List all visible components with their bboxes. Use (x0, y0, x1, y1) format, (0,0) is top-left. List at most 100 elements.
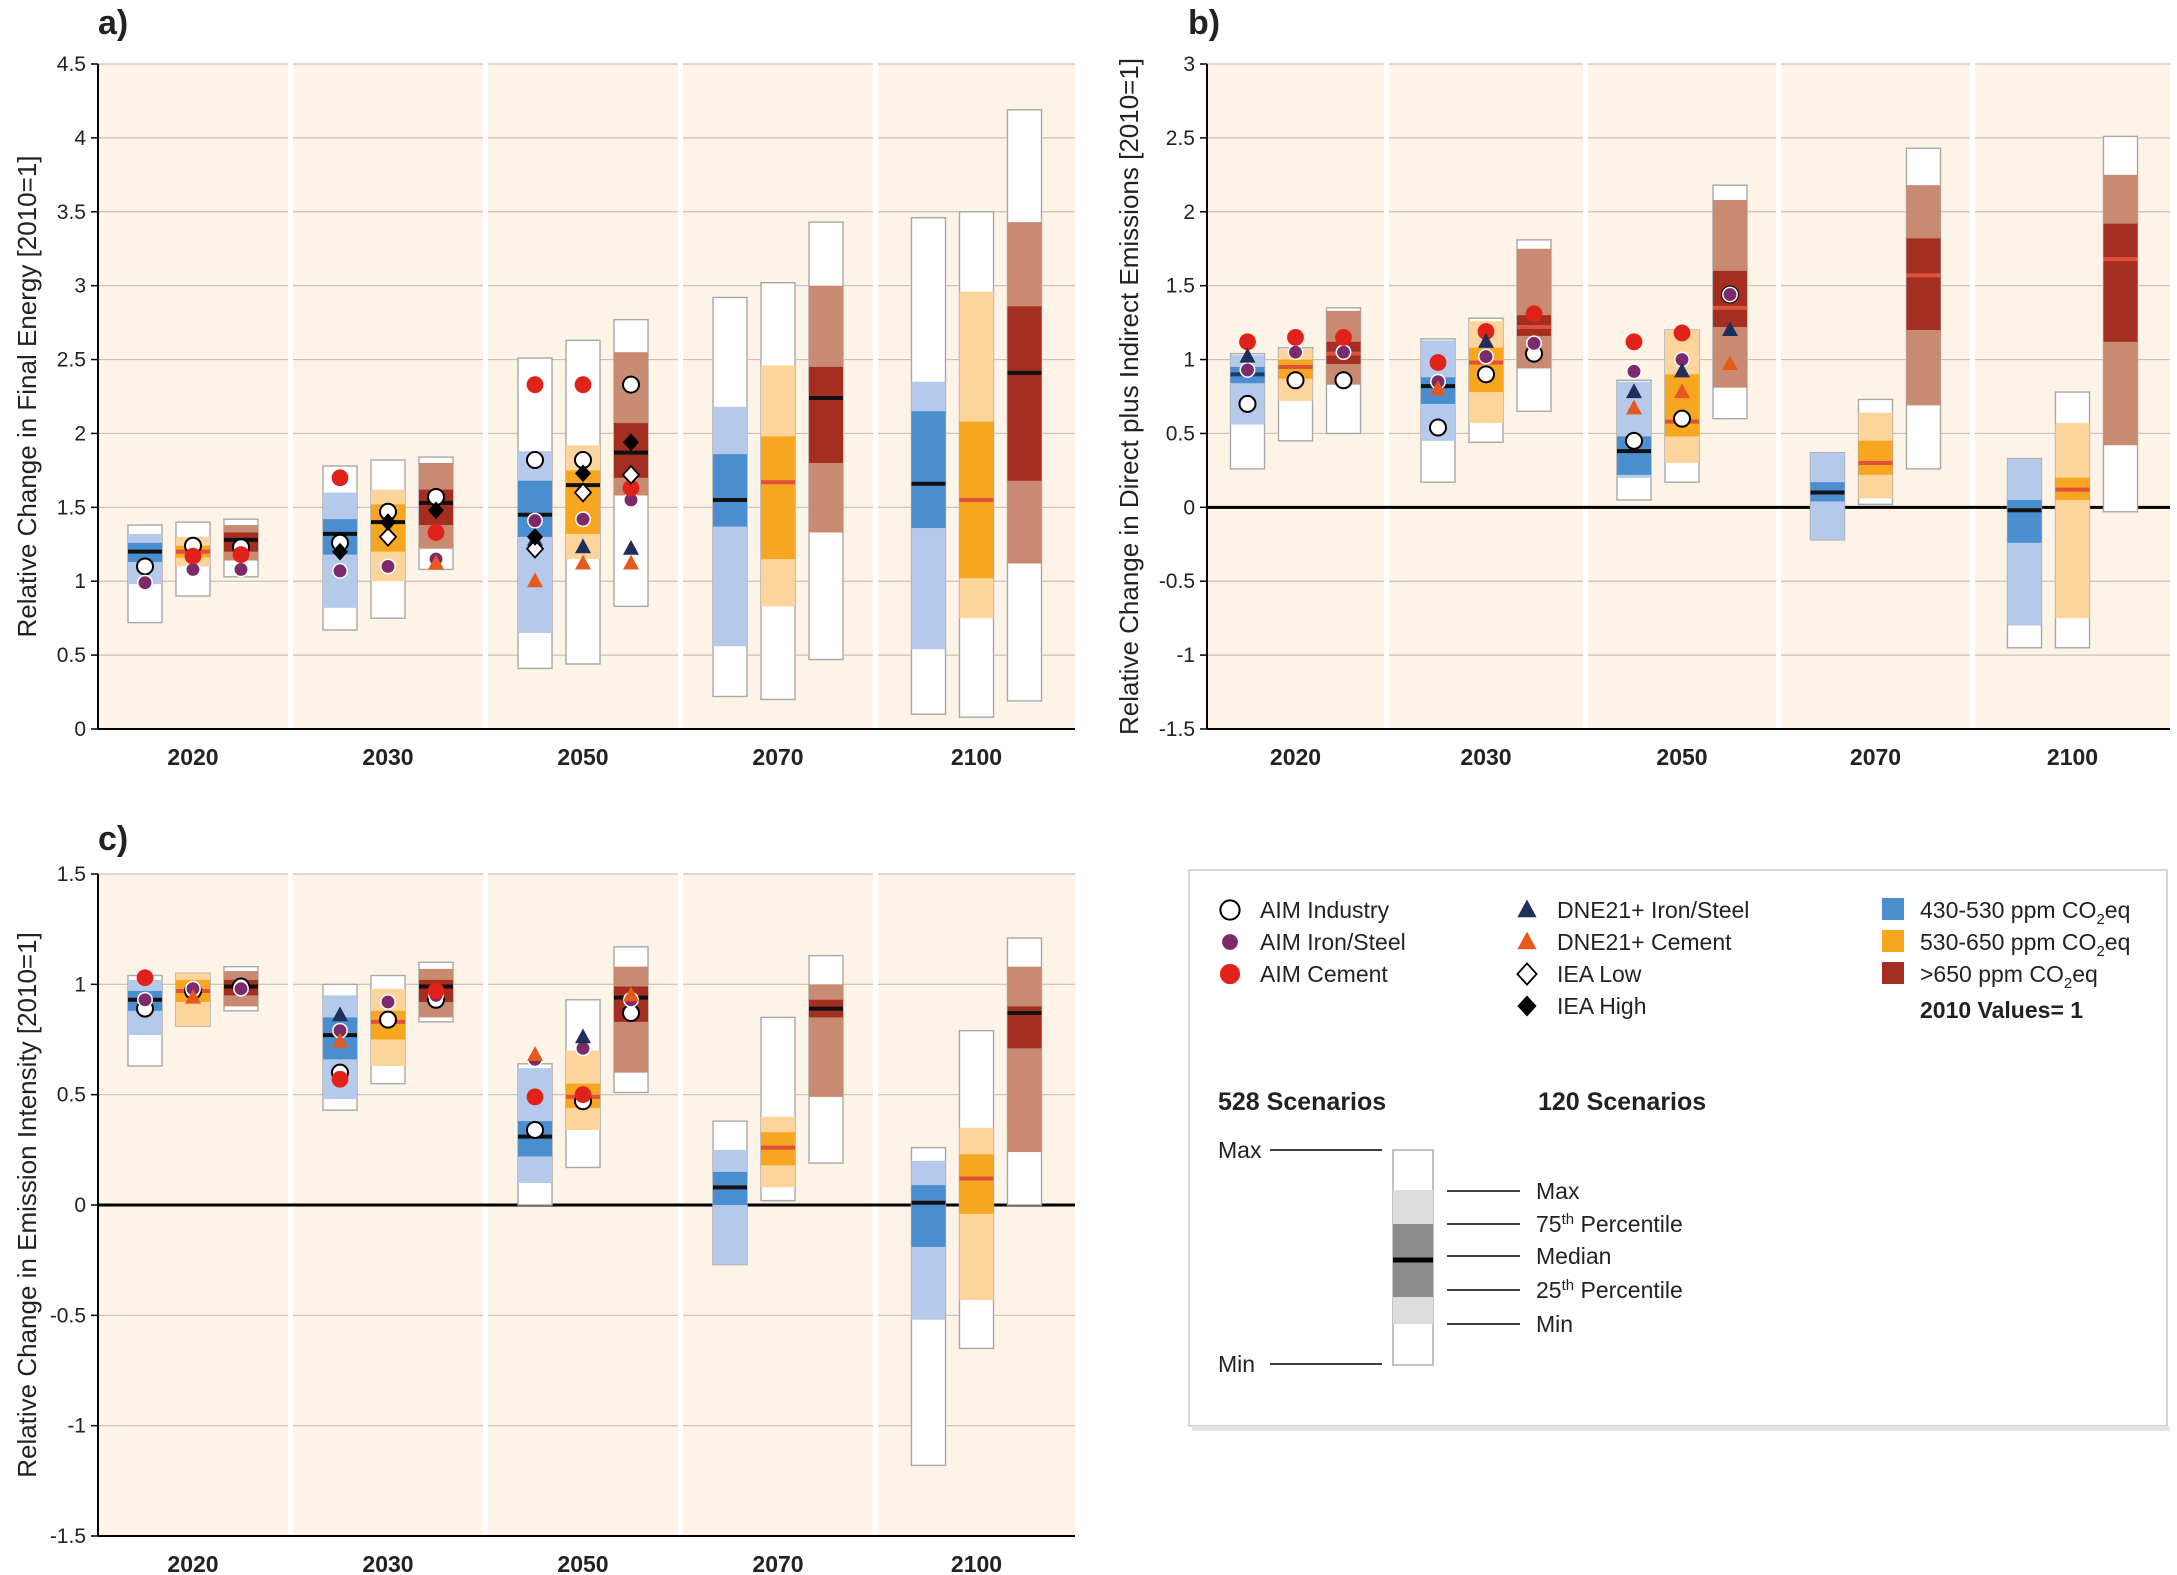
range-outer-percentile (713, 1149, 747, 1265)
marker-aim-cement (1239, 333, 1256, 351)
marker-dne21-cement (1626, 399, 1642, 415)
box-orange (1857, 398, 1894, 506)
marker-dne21-cement (527, 1046, 543, 1061)
marker-aim-cement (574, 376, 592, 394)
y-tick-label: 4 (74, 127, 86, 150)
box-orange (565, 999, 601, 1169)
box-blue (1809, 451, 1846, 541)
year-group-2100 (910, 937, 1043, 1467)
legend-label-orange-triangle: DNE21+ Cement (1557, 929, 1732, 955)
marker-aim-cement (331, 1070, 349, 1088)
marker-aim-cement (1429, 354, 1447, 371)
marker-dne21-iron-steel (1239, 347, 1256, 363)
panel-letter: b) (1188, 4, 1220, 42)
marker-dne21-cement (527, 572, 543, 588)
marker-aim-iron-steel (1526, 335, 1542, 352)
box-orange (958, 1029, 995, 1350)
y-tick-label: 2.5 (57, 349, 86, 372)
marker-aim-iron-steel (1287, 344, 1304, 361)
marker-dne21-cement (1674, 383, 1690, 399)
legend-frame (1188, 869, 2168, 1427)
legend-box: AIM Industry AIM Iron/Steel AIM Cement DNE2… (1188, 869, 2170, 1431)
marker-iea-high (527, 528, 543, 546)
box-blue (712, 1120, 748, 1266)
marker-aim-iron-steel (1239, 361, 1256, 378)
y-tick-label: 0.5 (57, 1084, 86, 1107)
marker-dne21-iron-steel (1626, 383, 1642, 399)
year-group-2030 (322, 961, 454, 1111)
legend-swatch (1882, 962, 1904, 984)
box-blue (2006, 457, 2043, 649)
x-category-label: 2030 (362, 744, 413, 770)
y-tick-label: 4.5 (57, 53, 86, 76)
panel-a: 0 0.5 1 1.5 2 2.5 3 3.5 4 4.5 Relative Change in F… (12, 4, 1075, 770)
x-category-label: 2030 (1460, 744, 1511, 770)
year-group-2070 (1809, 147, 1942, 541)
marker-aim-industry (1238, 394, 1257, 413)
range-outer-percentile (2055, 423, 2090, 619)
year-group-2020 (127, 965, 259, 1067)
y-tick-label: 1.5 (57, 863, 86, 886)
marker-aim-cement (136, 969, 154, 987)
marker-dne21-cement (1722, 355, 1738, 370)
legend-category-label: 430-530 ppm CO2eq (1920, 897, 2130, 928)
marker-dne21-cement (332, 1032, 348, 1048)
marker-aim-iron-steel (332, 562, 348, 579)
legend-label-inner: 25th Percentile (1536, 1277, 1683, 1303)
marker-aim-industry (136, 557, 154, 576)
marker-aim-industry (1477, 365, 1495, 384)
marker-aim-industry (526, 451, 544, 470)
y-tick-label: 3 (1183, 53, 1195, 76)
y-tick-label: 2 (74, 422, 86, 445)
marker-aim-industry (1429, 418, 1447, 437)
marker-aim-cement (1287, 328, 1304, 346)
legend-swatch (1882, 898, 1904, 920)
range-interquartile (761, 436, 795, 560)
marker-aim-cement (427, 524, 445, 541)
year-group-2070 (712, 954, 844, 1266)
x-category-label: 2100 (2047, 744, 2098, 770)
year-group-2020 (127, 518, 259, 624)
box-red (1006, 109, 1043, 702)
box-red (613, 946, 649, 1094)
marker-aim-iron-steel (380, 558, 396, 575)
x-category-label: 2020 (1270, 744, 1321, 770)
marker-aim-iron-steel (233, 980, 249, 997)
y-tick-label: 1.5 (1166, 275, 1195, 298)
y-tick-label: -0.5 (1159, 570, 1195, 593)
range-interquartile (1906, 238, 1941, 330)
marker-iea-low (525, 538, 545, 559)
marker-dne21-iron-steel (1674, 362, 1690, 378)
legend-scenarios-528: 528 Scenarios (1218, 1088, 1386, 1116)
range-interquartile (959, 1154, 994, 1214)
marker-iea-high (1517, 995, 1537, 1017)
y-tick-label: 0.5 (1166, 422, 1195, 445)
panel-letter: a) (98, 4, 128, 42)
x-category-label: 2020 (167, 1551, 218, 1575)
marker-dne21-cement (1430, 380, 1446, 396)
legend-baseline-note: 2010 Values= 1 (1920, 997, 2083, 1023)
y-tick-label: -1 (67, 1415, 86, 1438)
legend-label-open-circle: AIM Industry (1260, 897, 1390, 923)
y-tick-label: 1 (1183, 349, 1195, 372)
marker-iea-low (1516, 962, 1538, 986)
marker-dne21-iron-steel (1722, 321, 1738, 336)
legend-label-inner: Median (1536, 1243, 1611, 1269)
marker-dne21-cement (185, 988, 201, 1004)
marker-aim-cement (574, 1086, 592, 1104)
marker-dne21-cement (1517, 931, 1537, 950)
y-tick-label: 1.5 (57, 496, 86, 519)
marker-dne21-cement (623, 986, 639, 1002)
year-group-2050 (1616, 184, 1748, 501)
legend-label-inner: Min (1536, 1311, 1573, 1337)
y-tick-label: 0 (74, 1194, 86, 1217)
box-red (418, 961, 454, 1023)
panel-letter: c) (98, 820, 128, 858)
y-tick-label: 0 (74, 718, 86, 741)
y-tick-label: 0.5 (57, 644, 86, 667)
marker-aim-cement (232, 546, 250, 564)
box-red (2102, 135, 2139, 513)
x-category-label: 2050 (557, 744, 608, 770)
range-interquartile (911, 411, 946, 529)
